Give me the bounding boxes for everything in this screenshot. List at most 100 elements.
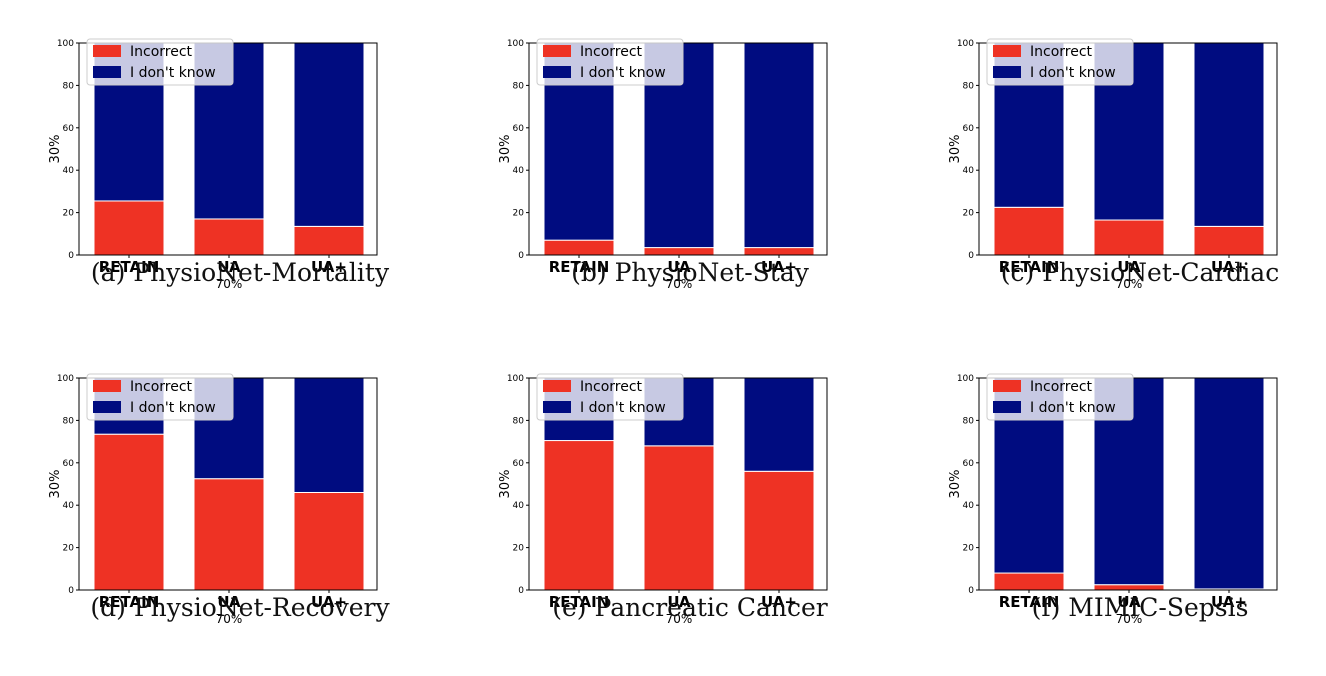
bar-incorrect — [543, 440, 615, 591]
x-tick-label: UA — [1117, 258, 1141, 276]
bar-incorrect — [743, 247, 815, 256]
y-tick-label: 80 — [63, 81, 75, 91]
bar-dont-know — [1193, 42, 1265, 227]
chart-caption: (d) PhysioNet-Recovery — [90, 593, 390, 622]
y-tick-label: 100 — [57, 374, 74, 384]
x-tick-label: UA+ — [311, 258, 347, 276]
y-axis-label: 30% — [948, 135, 963, 164]
stacked-bar-chart: RETAIN UA UA+ 0 20 40 60 80 100 30% 70% Incorrect I … — [948, 373, 1278, 626]
x-tick-label: UA+ — [761, 258, 797, 276]
chart-caption: (a) PhysioNet-Mortality — [90, 258, 390, 287]
y-tick-label: 0 — [68, 251, 74, 261]
legend: Incorrect I don't know — [986, 373, 1134, 421]
legend-box — [86, 373, 234, 421]
x-axis-label: 70% — [216, 612, 243, 626]
legend-swatch — [543, 45, 571, 57]
x-tick-label: RETAIN — [999, 593, 1060, 611]
y-tick-label: 80 — [513, 81, 525, 91]
y-tick-label: 60 — [513, 459, 525, 469]
y-tick-label: 100 — [57, 39, 74, 49]
chart-panel: RETAIN UA UA+ 0 20 40 60 80 100 30% 70% Incorrect I … — [935, 335, 1326, 655]
y-tick-label: 60 — [963, 459, 975, 469]
y-tick-label: 20 — [513, 209, 525, 219]
y-axis-label: 30% — [48, 135, 63, 164]
legend-swatch — [93, 401, 121, 413]
legend-swatch — [543, 66, 571, 78]
y-axis-label: 30% — [48, 470, 63, 499]
x-axis-label: 70% — [1116, 612, 1143, 626]
stacked-bar-chart: RETAIN UA UA+ 0 20 40 60 80 100 30% 70% Incorrect I … — [948, 38, 1278, 291]
y-tick-label: 20 — [963, 209, 975, 219]
legend-swatch — [993, 380, 1021, 392]
bar-incorrect — [93, 200, 165, 256]
legend-box — [536, 38, 684, 86]
legend-box — [986, 38, 1134, 86]
bar-dont-know — [743, 42, 815, 249]
bar-incorrect — [93, 433, 165, 591]
legend-swatch — [93, 380, 121, 392]
x-tick-label: RETAIN — [99, 593, 160, 611]
y-tick-label: 80 — [963, 416, 975, 426]
y-tick-label: 100 — [507, 39, 524, 49]
y-tick-label: 0 — [68, 586, 74, 596]
y-tick-label: 20 — [963, 544, 975, 554]
legend-swatch — [543, 401, 571, 413]
x-axis-label: 70% — [666, 277, 693, 291]
stacked-bar-chart: RETAIN UA UA+ 0 20 40 60 80 100 30% 70% Incorrect I … — [48, 38, 378, 291]
legend-box — [86, 38, 234, 86]
y-tick-label: 0 — [518, 586, 524, 596]
legend-swatch — [993, 66, 1021, 78]
chart-panel: RETAIN UA UA+ 0 20 40 60 80 100 30% 70% Incorrect I … — [485, 0, 895, 320]
x-tick-label: RETAIN — [99, 258, 160, 276]
y-tick-label: 100 — [957, 374, 974, 384]
y-axis-label: 30% — [498, 135, 513, 164]
bar-incorrect — [1093, 584, 1165, 591]
bar-incorrect — [743, 470, 815, 591]
y-tick-label: 0 — [518, 251, 524, 261]
x-tick-label: RETAIN — [549, 258, 610, 276]
legend-label: I don't know — [580, 65, 666, 81]
bar-incorrect — [543, 239, 615, 256]
y-tick-label: 0 — [968, 586, 974, 596]
chart-panel: RETAIN UA UA+ 0 20 40 60 80 100 30% 70% Incorrect I … — [35, 335, 445, 655]
chart-panel: RETAIN UA UA+ 0 20 40 60 80 100 30% 70% Incorrect I … — [935, 0, 1326, 320]
legend-label: I don't know — [1030, 65, 1116, 81]
y-tick-label: 20 — [63, 544, 75, 554]
x-axis-label: 70% — [1116, 277, 1143, 291]
stacked-bar-chart: RETAIN UA UA+ 0 20 40 60 80 100 30% 70% Incorrect I … — [498, 38, 828, 291]
legend: Incorrect I don't know — [86, 38, 234, 86]
legend-label: I don't know — [130, 65, 216, 81]
bar-incorrect — [1193, 225, 1265, 256]
legend: Incorrect I don't know — [86, 373, 234, 421]
legend-label: Incorrect — [130, 379, 193, 395]
x-axis-label: 70% — [666, 612, 693, 626]
y-axis-label: 30% — [498, 470, 513, 499]
y-tick-label: 40 — [513, 166, 525, 176]
legend-swatch — [993, 401, 1021, 413]
y-tick-label: 20 — [63, 209, 75, 219]
x-tick-label: UA — [667, 593, 691, 611]
legend-label: I don't know — [130, 400, 216, 416]
x-tick-label: UA+ — [761, 593, 797, 611]
legend-box — [986, 373, 1134, 421]
x-tick-label: UA+ — [1211, 258, 1247, 276]
bar-incorrect — [193, 218, 265, 256]
legend-swatch — [993, 45, 1021, 57]
bar-dont-know — [743, 377, 815, 472]
y-tick-label: 60 — [63, 124, 75, 134]
legend-swatch — [93, 66, 121, 78]
y-tick-label: 100 — [507, 374, 524, 384]
y-tick-label: 40 — [963, 501, 975, 511]
chart-panel: RETAIN UA UA+ 0 20 40 60 80 100 30% 70% Incorrect I … — [35, 0, 445, 320]
stacked-bar-chart: RETAIN UA UA+ 0 20 40 60 80 100 30% 70% Incorrect I … — [498, 373, 828, 626]
x-tick-label: UA — [217, 258, 241, 276]
x-axis-label: 70% — [216, 277, 243, 291]
stacked-bar-chart: RETAIN UA UA+ 0 20 40 60 80 100 30% 70% Incorrect I … — [48, 373, 378, 626]
legend-label: Incorrect — [1030, 44, 1093, 60]
bar-incorrect — [1093, 219, 1165, 256]
legend-label: Incorrect — [130, 44, 193, 60]
y-tick-label: 100 — [957, 39, 974, 49]
legend-swatch — [543, 380, 571, 392]
y-tick-label: 40 — [963, 166, 975, 176]
chart-caption: (c) PhysioNet-Cardiac — [1000, 258, 1280, 287]
